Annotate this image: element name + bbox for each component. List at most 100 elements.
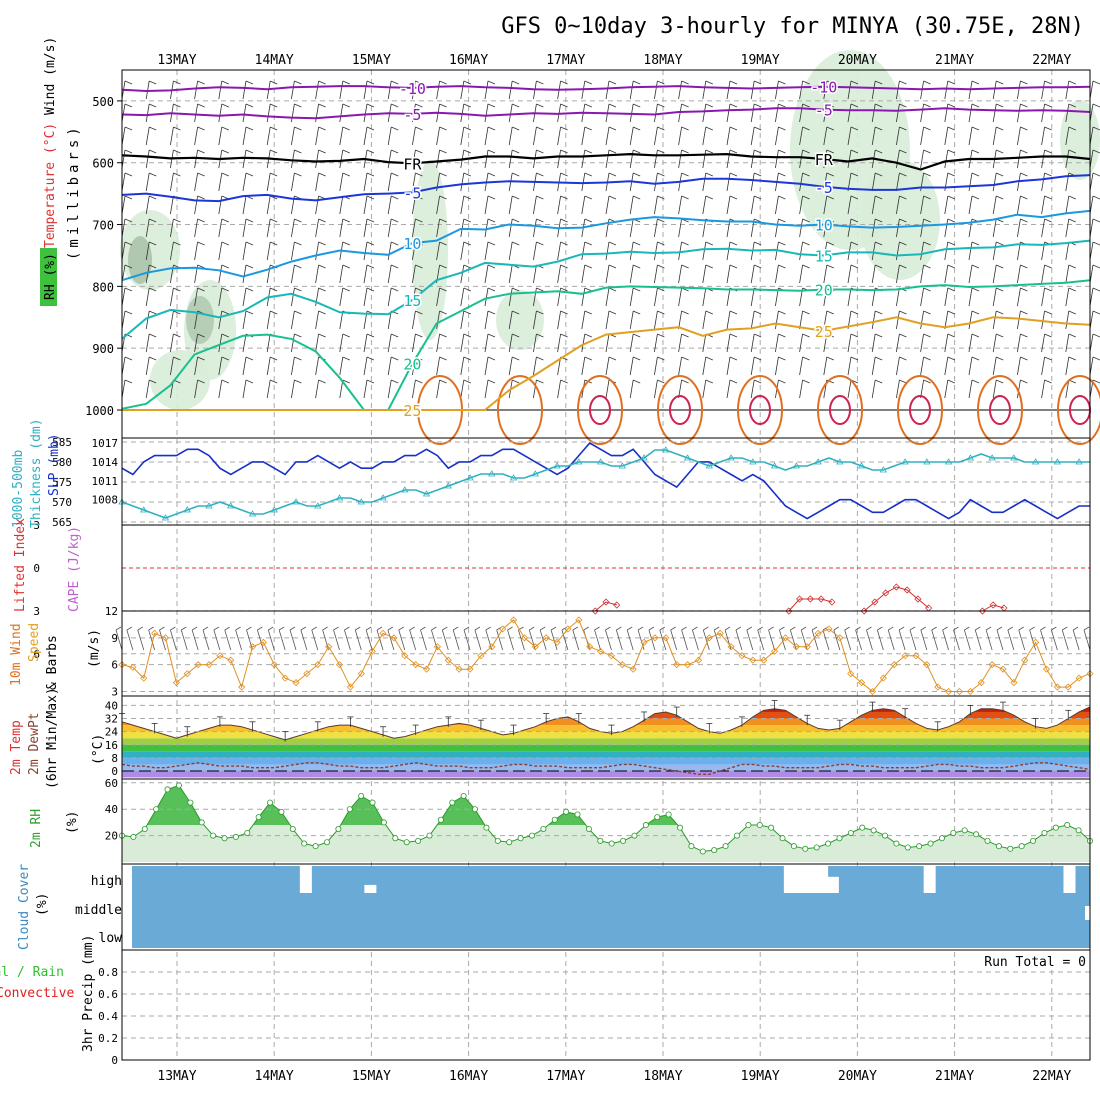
wind-speed-marker [629,665,637,673]
wind-barb [266,103,271,123]
surface-wind-barb [844,629,852,651]
wind-barb [194,80,198,100]
surface-wind-barb-flag [1051,626,1057,631]
wind-barb-flag [754,218,762,223]
wind-barb [315,195,319,215]
wind-barb-flag [657,356,665,361]
surface-wind-barb [1061,629,1069,651]
wind-barb-flag [729,356,738,361]
thickness-marker [618,462,627,469]
surface-wind-barb [257,629,264,651]
wind-barb-flag [415,264,423,269]
thickness-marker [596,458,605,465]
wind-barb-flag [802,218,810,223]
wind-barb [412,149,416,169]
wind-barb-flag [802,241,810,246]
surface-wind-barb-flag [452,626,459,631]
wind-barb [339,287,344,307]
wind-barb [218,264,223,284]
wind-barb [1017,379,1021,399]
wind-barb-flag [1044,149,1052,154]
wind-speed-marker [314,661,322,669]
wind-barb [484,126,489,146]
isotherm-label: 10 [403,235,421,253]
rh-marker [483,824,490,831]
surface-wind-barb-flag [1040,626,1046,631]
surface-wind-barb-flag [572,626,579,631]
wind-barb-flag [342,149,350,154]
temp-tick-label: 0 [111,765,118,778]
surface-wind-barb-flag [322,626,328,631]
wind-speed-marker [945,687,953,696]
wind-barb-flag [584,126,592,131]
wind-barb [460,310,465,330]
rh-marker [995,843,1002,850]
wind-barb-flag [1044,218,1052,223]
wind-barb [654,310,658,330]
wind-barb-flag [512,149,520,154]
wind-speed-marker [390,634,398,642]
slp-tick-label: 1017 [92,437,119,450]
wind-barb [726,103,731,123]
wind-barb [315,103,319,123]
wind-barb [678,356,682,376]
rh-marker [733,832,740,839]
wind-barb-flag [1068,195,1076,200]
isotherm-label: 20 [815,281,833,299]
wind-barb-flag [391,379,399,384]
wind-barb-flag [923,333,931,338]
surface-wind-barb-flag [670,626,676,631]
wind-barb-flag [463,379,471,384]
wind-barb [291,379,295,399]
wind-barb-flag [342,356,350,361]
wind-barb [944,126,949,146]
isotherm-line [121,152,1091,171]
wind-barb-flag [971,310,980,315]
panel-border [121,949,1091,1061]
wind-barb [726,264,731,284]
surface-wind-barb-flag [409,626,415,631]
wind-barb-flag [996,195,1004,200]
rh-marker [210,832,217,839]
surface-wind-barb [267,629,275,651]
wind-barb [533,287,537,307]
wind-barb-flag [705,356,713,361]
wind-barb-flag [245,80,254,85]
wind-barb-flag [778,103,786,108]
wind-barb [750,356,755,376]
wind-barb [266,241,271,261]
rh-label-swatch [40,248,57,306]
wind-barb [194,126,198,146]
wind-barb [823,218,828,238]
wind-barb-flag [996,80,1004,85]
thickness-marker [422,490,431,497]
surface-wind-barb-flag [333,626,339,631]
thickness-marker [531,470,540,477]
wind-barb-flag [705,80,713,85]
wind-barb [533,241,537,261]
wind-barb-flag [826,149,834,154]
wind-barb-flag [657,218,665,223]
surface-wind-barb [474,629,482,651]
warm-contour [817,375,863,445]
surface-wind-barb-flag [801,626,807,631]
wind-barb [218,103,223,123]
wind-barb-flag [221,149,229,154]
wind-barb [968,333,973,353]
wind-barb-flag [173,80,181,85]
wind-barb [605,333,610,353]
wind-barb-flag [439,80,447,85]
wind-barb-flag [318,287,326,292]
wind-barb-flag [899,172,907,177]
wind-barb [436,195,440,215]
wind-barb-flag [1068,218,1076,223]
cape-marker [860,607,868,615]
wind-barb-flag [149,379,157,384]
wind-barb [1017,126,1021,146]
rh-marker [221,835,228,842]
wind-barb [920,264,924,284]
wind-barb [533,356,537,376]
surface-wind-barb [779,629,786,651]
wind-barb [581,172,586,192]
